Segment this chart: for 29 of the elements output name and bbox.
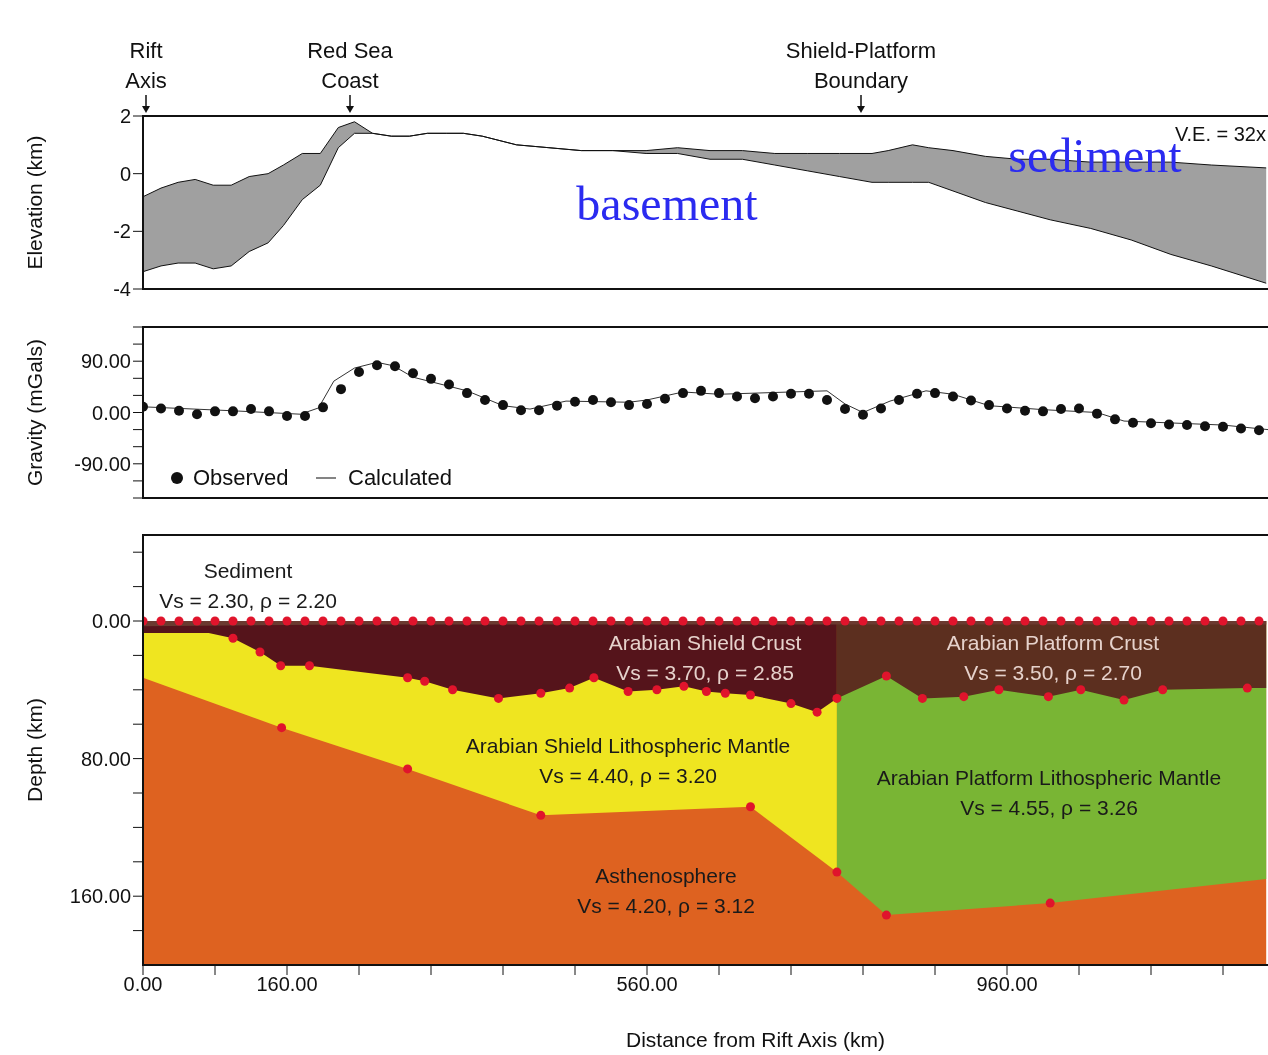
x-axis-title: Distance from Rift Axis (km) (625, 1028, 886, 1051)
x-tick-label: 160.00 (256, 973, 318, 996)
annotation: Arabian Shield Crust Vs = 3.70, ρ = 2.85 (608, 631, 802, 684)
legend-label: Observed (193, 465, 289, 490)
y-axis-title: Elevation (km) (23, 135, 46, 270)
annotation: Arabian Shield Lithospheric Mantle Vs = 4.40, ρ = 3.20 (465, 734, 791, 787)
y-tick-label: 160.00 (69, 885, 131, 908)
y-tick-label: 90.00 (80, 350, 131, 373)
y-tick-label: 0 (119, 162, 131, 185)
annotation: Sediment Vs = 2.30, ρ = 2.20 (159, 559, 337, 612)
annotation: basement (576, 177, 759, 230)
y-tick-label: -90.00 (74, 452, 131, 475)
text: Red Sea Coast (307, 38, 394, 93)
legend-label: Calculated (348, 465, 452, 490)
y-tick-label: 2 (119, 105, 131, 128)
annotation: Arabian Platform Crust Vs = 3.50, ρ = 2.70 (946, 631, 1160, 684)
y-axis-title: Depth (km) (23, 698, 46, 802)
annotation: Asthenosphere Vs = 4.20, ρ = 3.12 (577, 864, 755, 917)
y-tick-label: 0.00 (92, 401, 131, 424)
y-tick-label: 80.00 (80, 747, 131, 770)
x-tick-label: 960.00 (976, 973, 1038, 996)
annotation: Arabian Platform Lithospheric Mantle Vs = 4.55, ρ = 3.26 (876, 766, 1222, 819)
text: Rift Axis (125, 38, 167, 93)
y-tick-label: 0.00 (92, 610, 131, 633)
y-tick-label: -4 (113, 278, 131, 301)
y-tick-label: -2 (113, 220, 131, 243)
y-axis-title: Gravity (mGals) (23, 339, 46, 486)
x-tick-label: 560.00 (616, 973, 678, 996)
text: Shield-Platform Boundary (785, 38, 937, 93)
